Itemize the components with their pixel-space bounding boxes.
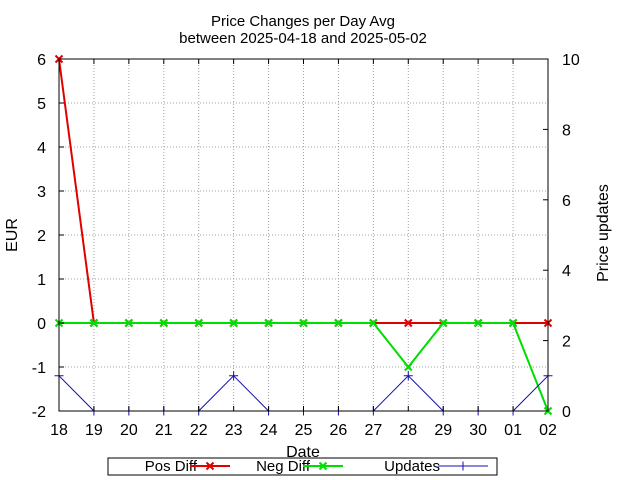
- y-tick-label: 4: [37, 140, 46, 157]
- data-point: [369, 318, 378, 328]
- legend-marker: [318, 461, 328, 471]
- x-tick-label: 26: [330, 422, 348, 439]
- x-tick-label: 24: [260, 422, 278, 439]
- x-tick-label: 18: [50, 422, 68, 439]
- x-tick-label: 02: [539, 422, 557, 439]
- x-tick-label: 19: [85, 422, 103, 439]
- data-point: [299, 318, 308, 328]
- plot-area: [54, 54, 553, 416]
- y2-tick-label: 4: [562, 263, 571, 280]
- data-point: [404, 318, 413, 328]
- legend-label: Neg Diff: [256, 458, 311, 475]
- data-point: [508, 318, 518, 328]
- data-point: [194, 318, 203, 328]
- y-tick-label: 2: [37, 228, 46, 245]
- y2-tick-label: 10: [562, 52, 580, 69]
- data-point: [473, 318, 483, 328]
- y2-tick-label: 6: [562, 193, 571, 210]
- y-tick-label: 3: [37, 184, 46, 201]
- data-point: [334, 318, 343, 328]
- y2-axis-label: Price updates: [595, 184, 612, 282]
- x-tick-label: 21: [155, 422, 173, 439]
- legend-marker: [458, 461, 468, 471]
- data-point: [439, 318, 448, 328]
- data-point: [404, 362, 413, 372]
- data-point: [89, 318, 99, 328]
- grid: [59, 59, 548, 411]
- data-point: [229, 318, 238, 328]
- y-tick-label: -2: [32, 404, 46, 421]
- axis-ticks: 18 19 20 21 22 23 24 25 26 27 28 29 30 01 02-2-1012345…: [32, 52, 580, 439]
- x-tick-label: 30: [469, 422, 487, 439]
- data-point: [264, 318, 273, 328]
- chart-subtitle: between 2025-04-18 and 2025-05-02: [179, 30, 427, 47]
- y-tick-label: 5: [37, 96, 46, 113]
- x-tick-label: 25: [295, 422, 313, 439]
- data-point: [229, 371, 239, 381]
- legend-label: Pos Diff: [145, 458, 198, 475]
- y2-tick-label: 2: [562, 334, 571, 351]
- legend-marker: [205, 461, 215, 471]
- x-axis-label: Date: [286, 444, 320, 461]
- legend: Pos Diff Neg Diff Updates: [145, 458, 488, 475]
- y2-tick-label: 8: [562, 122, 571, 139]
- chart-title: Price Changes per Day Avg: [211, 13, 395, 30]
- y-tick-label: 1: [37, 272, 46, 289]
- x-tick-label: 22: [190, 422, 208, 439]
- x-tick-label: 28: [399, 422, 417, 439]
- y-tick-label: 0: [37, 316, 46, 333]
- y2-tick-label: 0: [562, 404, 571, 421]
- series-line-2: [59, 322, 549, 412]
- legend-label: Updates: [384, 458, 440, 475]
- y-tick-label: 6: [37, 52, 46, 69]
- x-tick-label: 23: [225, 422, 243, 439]
- legend-box: [107, 457, 498, 476]
- x-tick-label: 29: [434, 422, 452, 439]
- data-point: [403, 371, 413, 381]
- x-tick-label: 01: [504, 422, 522, 439]
- data-point: [159, 318, 168, 328]
- y-axis-label: EUR: [4, 218, 21, 252]
- series-line-3: [58, 375, 549, 412]
- plot-frame: [58, 58, 549, 412]
- x-tick-label: 27: [364, 422, 382, 439]
- data-point: [124, 318, 134, 328]
- x-tick-label: 20: [120, 422, 138, 439]
- y-tick-label: -1: [32, 360, 46, 377]
